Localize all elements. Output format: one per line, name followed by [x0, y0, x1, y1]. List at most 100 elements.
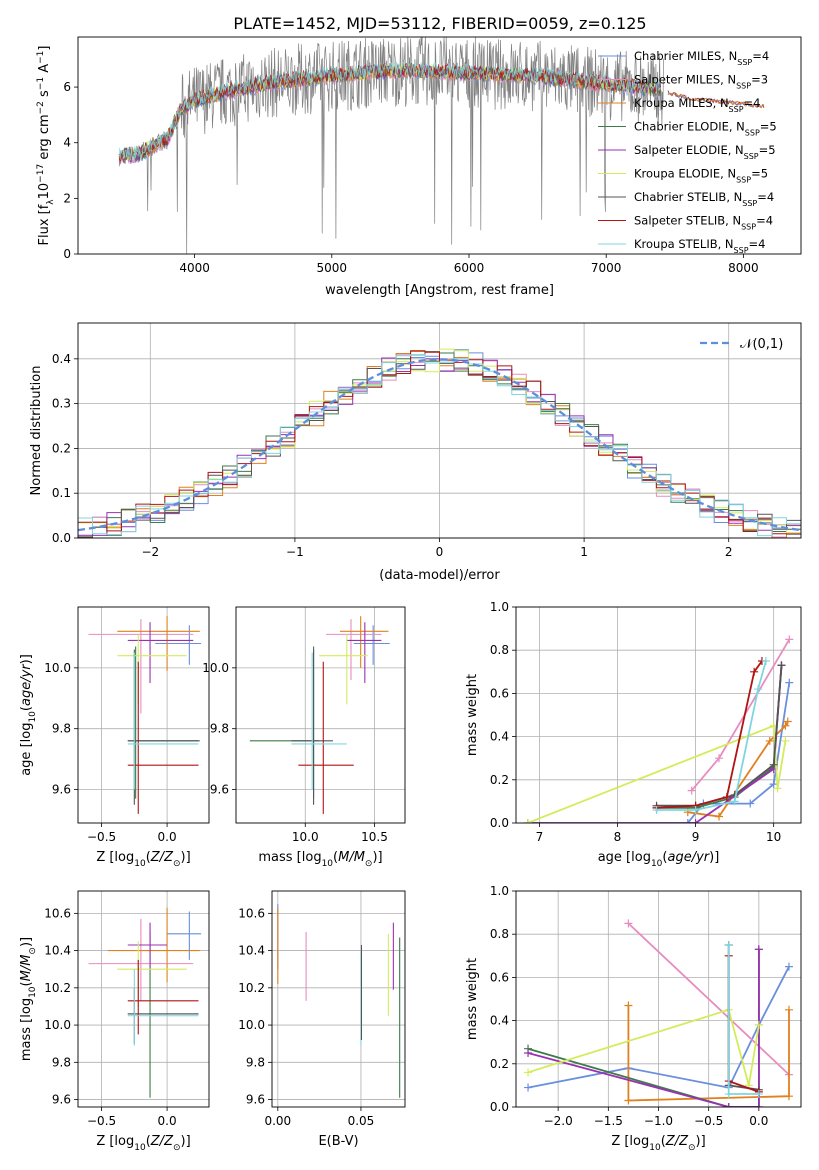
x-tick-label: −1	[286, 545, 304, 559]
axes-frame	[77, 606, 210, 824]
axes-frame	[515, 606, 802, 824]
y-tick-label: 1.0	[490, 600, 509, 614]
data-point	[765, 736, 774, 745]
y-tick-label: 9.8	[210, 722, 229, 736]
spectrum-panel: 4000 5000 6000 7000 8000 0 2 4 6 wavelength [Angs…	[36, 36, 802, 298]
legend-entry: Kroupa MILES, NSSP=4	[634, 96, 760, 114]
data-point	[784, 962, 793, 971]
data-point	[754, 945, 763, 954]
axes-frame	[77, 322, 802, 539]
x-tick-label: 9	[692, 830, 700, 844]
y-axis-label: mass weight	[465, 958, 480, 1040]
axes-frame	[77, 36, 802, 255]
weight-series-line	[527, 1008, 760, 1086]
y-tick-label: 0.8	[490, 643, 509, 657]
x-tick-label: 6000	[454, 261, 485, 275]
spectrum-legend: Chabrier MILES, NSSP=4 Salpeter MILES, NS…	[598, 49, 777, 255]
x-tick-label: −1.5	[594, 1114, 623, 1128]
y-tick-label: 9.8	[52, 1055, 71, 1069]
data-point	[754, 1020, 763, 1029]
y-tick-label: 6	[63, 80, 71, 94]
data-point	[777, 661, 786, 670]
data-point	[750, 667, 759, 676]
x-tick-label: −2.0	[544, 1114, 573, 1128]
x-tick-label: 0.0	[749, 1114, 768, 1128]
x-tick-label: 7	[536, 830, 544, 844]
y-axis-label: age [log10(age/yr)]	[19, 654, 38, 776]
y-tick-label: 0.2	[490, 1057, 509, 1071]
data-point	[746, 799, 755, 808]
weight-series-line	[627, 1005, 790, 1102]
y-tick-label: 4	[63, 136, 71, 150]
legend-entry: Chabrier MILES, NSSP=4	[634, 49, 769, 67]
y-tick-label: 0.1	[52, 486, 71, 500]
data-point	[769, 780, 778, 789]
weight-series-line	[627, 922, 790, 1076]
data-point	[773, 784, 782, 793]
x-tick-label: 8	[614, 830, 622, 844]
y-tick-label: 10.6	[44, 906, 71, 920]
y-tick-label: 9.6	[52, 1093, 71, 1107]
y-tick-label: 9.8	[52, 722, 71, 736]
y-tick-label: 10.0	[238, 1018, 265, 1032]
model-fit-tail	[667, 91, 765, 109]
axes-frame	[515, 890, 802, 1108]
y-tick-label: 0.6	[490, 970, 509, 984]
data-point	[784, 1092, 793, 1101]
data-point	[754, 685, 763, 694]
x-tick-label: −0.5	[87, 1114, 116, 1128]
data-point	[687, 786, 696, 795]
x-tick-label: 8000	[728, 261, 759, 275]
data-point	[785, 635, 794, 644]
figure-title: PLATE=1452, MJD=53112, FIBERID=0059, z=0…	[233, 14, 646, 33]
mass-vs-EBV-panel: 0.00 0.05 9.6 9.8 10.0 10.2 10.4 10.6 E(B-V)	[238, 890, 406, 1149]
weight-series-line	[527, 724, 787, 823]
x-tick-label: 2	[725, 545, 733, 559]
x-tick-label: 1	[580, 545, 588, 559]
age-vs-mass-panel: 10.0 10.5 9.6 9.8 10.0 mass [log10(M/M⊙)]	[202, 606, 406, 869]
weight-vs-age-panel: 7 8 9 10 0.0 0.2 0.4 0.6 0.8 1.0 age [log10(age/yr…	[465, 600, 802, 869]
legend-entry: Salpeter MILES, NSSP=3	[634, 73, 768, 91]
x-axis-label: Z [log10(Z/Z⊙)]	[611, 1134, 705, 1153]
x-axis-label: E(B-V)	[318, 1134, 358, 1149]
y-tick-label: 0	[63, 247, 71, 261]
normal-curve	[78, 358, 801, 532]
y-tick-label: 0.0	[490, 816, 509, 830]
legend-entry: Kroupa ELODIE, NSSP=5	[634, 167, 768, 185]
y-tick-label: 10.0	[202, 661, 229, 675]
x-axis-label: Z [log10(Z/Z⊙)]	[96, 1134, 190, 1153]
data-point	[524, 1068, 533, 1077]
x-tick-label: −0.5	[87, 830, 116, 844]
y-tick-label: 1.0	[490, 884, 509, 898]
y-tick-label: 9.6	[246, 1093, 265, 1107]
y-tick-label: 10.4	[44, 944, 71, 958]
y-tick-label: 0.6	[490, 686, 509, 700]
y-tick-label: 0.0	[52, 531, 71, 545]
y-tick-label: 0.3	[52, 397, 71, 411]
x-tick-label: −0.5	[694, 1114, 723, 1128]
mass-vs-Z-panel: −0.5 0.0 9.6 9.8 10.0 10.2 10.4 10.6 Z [log10(Z/…	[19, 890, 210, 1153]
model-fit-line	[118, 61, 662, 161]
data-point	[724, 1090, 733, 1099]
data-point	[784, 1005, 793, 1014]
data-point	[524, 1049, 533, 1057]
data-point	[730, 797, 739, 806]
x-axis-label: (data-model)/error	[379, 568, 500, 583]
data-point	[691, 819, 700, 823]
legend-entry: Chabrier STELIB, NSSP=4	[634, 190, 774, 208]
residuals-panel: −2 −1 0 1 2 0.0 0.1 0.2 0.3 0.4 (data-model)/error…	[29, 322, 802, 583]
y-axis-label: Normed distribution	[29, 366, 44, 496]
y-tick-label: 10.0	[44, 661, 71, 675]
x-tick-label: 0.05	[348, 1114, 375, 1128]
data-point	[691, 806, 700, 815]
legend-entry: 𝒩(0,1)	[740, 337, 783, 352]
data-point	[524, 1083, 533, 1092]
data-point	[781, 721, 790, 730]
x-axis-label: age [log10(age/yr)]	[598, 850, 720, 869]
x-tick-label: 10	[766, 830, 781, 844]
axes-frame	[271, 890, 406, 1108]
plots-layer: 4000 5000 6000 7000 8000 0 2 4 6 wavelength [Angs…	[19, 36, 802, 1153]
axes-frame	[235, 606, 406, 824]
y-tick-label: 10.6	[238, 906, 265, 920]
data-point	[523, 819, 532, 823]
